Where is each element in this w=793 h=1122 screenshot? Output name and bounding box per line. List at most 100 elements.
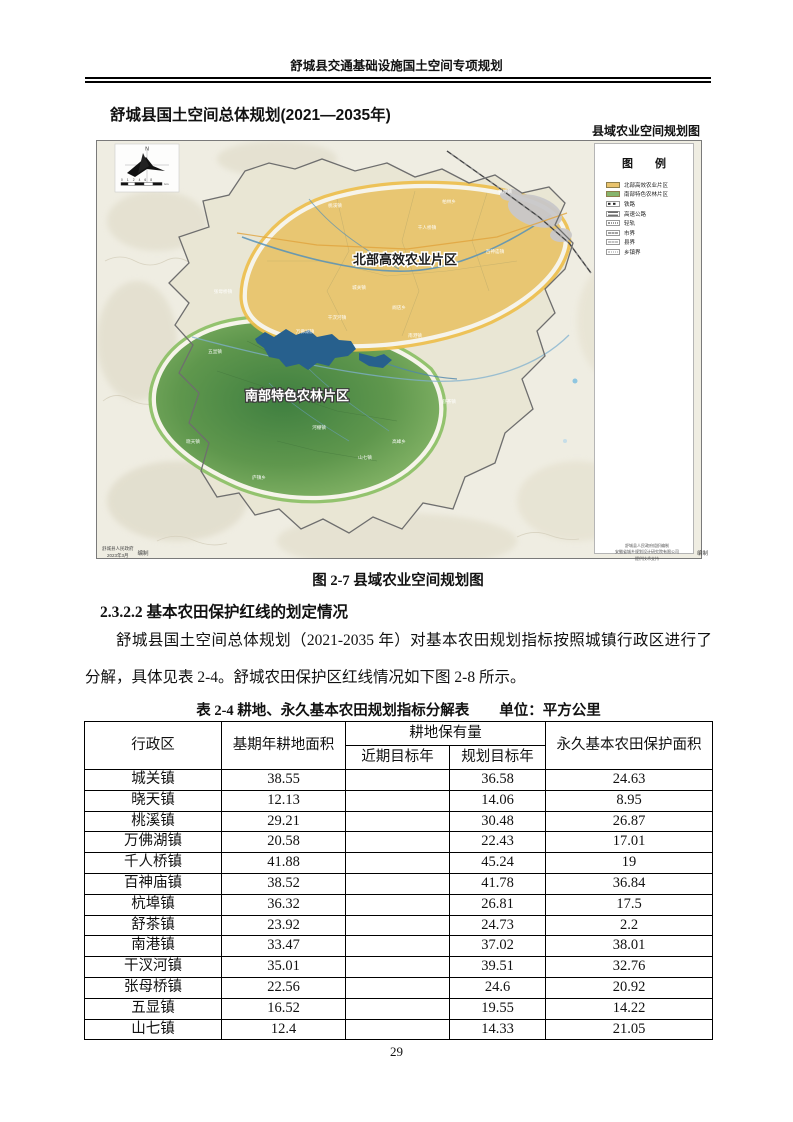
table-row: 万佛湖镇 20.58 22.43 17.01: [84, 831, 713, 854]
svg-text:0 1 2 4 6 8: 0 1 2 4 6 8: [121, 178, 154, 182]
table-unit: 单位：平方公里: [499, 703, 601, 719]
table-row: 山七镇 12.4 14.33 21.05: [84, 1018, 713, 1041]
south-zone: [148, 315, 447, 504]
legend-label: 乡镇界: [624, 249, 641, 256]
legend-title: 图 例: [622, 158, 666, 170]
town-label: 南港镇: [408, 332, 422, 339]
header-rule: [85, 77, 711, 83]
legend-item: 轻轨: [606, 218, 693, 228]
legend-label: 县界: [624, 240, 636, 247]
credit-right-line3: 提供技术支持: [634, 555, 659, 561]
town-label: 千人桥镇: [418, 224, 437, 231]
region-label-north: 北部高效农业片区: [353, 252, 457, 267]
table-row: 舒茶镇 23.92 24.73 2.2: [84, 914, 713, 937]
map-corner-title: 县域农业空间规划图: [591, 124, 700, 138]
map-credit-left: 舒城县人民政府 2023年3月 编制: [102, 546, 149, 560]
table-row: 千人桥镇 41.88 45.24 19: [84, 852, 713, 874]
agriculture-planning-map: 桃溪镇千人桥镇 杭埠镇柏林乡百神庙镇阙店乡 城关镇干汊河镇万佛湖镇南港镇舒茶镇 五显镇…: [96, 140, 702, 559]
town-label: 百神庙镇: [486, 248, 505, 255]
col-header-admin: 行政区: [84, 721, 222, 770]
legend-label: 高速公路: [624, 211, 647, 218]
town-label: 干汊河镇: [328, 314, 347, 321]
col-header-plan-year: 规划目标年: [449, 745, 546, 770]
town-label: 庐镇乡: [252, 474, 266, 481]
map-legend: 图 例 北部高效农业片区 南部特色农林片区 铁路高速公路轻轨市界县界乡镇界: [594, 143, 694, 554]
scale-bar: 0 1 2 4 6 8 km: [120, 178, 170, 186]
town-label: 河棚镇: [312, 424, 326, 431]
section-heading: 2.3.2.2 基本农田保护红线的划定情况: [100, 604, 349, 621]
legend-item: 北部高效农业片区: [606, 180, 693, 190]
legend-label: 市界: [624, 230, 636, 237]
town-label: 张母桥镇: [214, 288, 233, 295]
table-title: 表 2-4 耕地、永久基本农田规划指标分解表 单位：平方公里: [85, 699, 712, 720]
credit-left-suffix: 编制: [137, 550, 149, 557]
legend-item: 乡镇界: [606, 247, 693, 257]
table-row: 五显镇 16.52 19.55 14.22: [84, 997, 713, 1020]
legend-item: 县界: [606, 238, 693, 248]
lightrail-swatch: [606, 220, 620, 227]
town-label: 高峰乡: [392, 438, 406, 445]
town-label: 阙店乡: [392, 304, 406, 311]
town-label: 山七镇: [358, 454, 372, 461]
figure-caption: 图 2-7 县域农业空间规划图: [312, 573, 484, 589]
legend-item: 高速公路: [606, 209, 693, 219]
legend-label: 北部高效农业片区: [624, 182, 669, 189]
lake: [255, 329, 392, 370]
north-zone-swatch: [606, 181, 620, 188]
credit-left-line2: 2023年3月: [106, 552, 129, 558]
town-label: 柏林乡: [442, 198, 456, 205]
region-label-south: 南部特色农林片区: [245, 388, 349, 403]
running-header: 舒城县交通基础设施国土空间专项规划: [290, 59, 503, 73]
table-row: 城关镇 38.55 36.58 24.63: [84, 769, 713, 791]
town-label: 杭埠镇: [498, 188, 512, 195]
town-label: 万佛湖镇: [296, 328, 315, 335]
legend-item: 南部特色农林片区: [606, 190, 693, 200]
table-body: 城关镇 38.55 36.58 24.63 晓天镇 12.13 14.06 8.95 桃溪镇 29…: [84, 769, 713, 1041]
town-label: 桃溪镇: [328, 202, 342, 209]
legend-item: 市界: [606, 228, 693, 238]
credit-right-line1: 舒城县人民政府组织编制: [624, 543, 669, 548]
map-title: 舒城县国土空间总体规划(2021—2035年): [110, 107, 391, 124]
town-label: 城关镇: [352, 284, 366, 291]
table-header: 行政区 基期年耕地面积 耕地保有量 永久基本农田保护面积 近期目标年 规划目标年: [84, 721, 713, 770]
small-lake: [572, 378, 578, 384]
railway-swatch: [606, 200, 620, 207]
highway-swatch: [606, 210, 620, 217]
legend-label: 轻轨: [624, 221, 636, 228]
col-header-base-year: 基期年耕地面积: [221, 721, 346, 770]
credit-right-suffix: 编制: [696, 550, 708, 557]
small-lake: [563, 439, 567, 443]
table-row: 南港镇 33.47 37.02 38.01: [84, 935, 713, 958]
city-swatch: [606, 229, 620, 236]
county-swatch: [606, 239, 620, 246]
town-label: 五显镇: [208, 348, 222, 355]
south-zone-swatch: [606, 191, 620, 198]
table-row: 杭埠镇 36.32 26.81 17.5: [84, 893, 713, 916]
town-label: 晓天镇: [186, 438, 200, 445]
table-title-text: 表 2-4 耕地、永久基本农田规划指标分解表: [196, 703, 470, 719]
col-header-retain-group: 耕地保有量: [345, 721, 546, 746]
credit-left-line1: 舒城县人民政府: [102, 546, 134, 551]
body-paragraph: 舒城县国土空间总体规划（2021-2035 年）对基本农田规划指标按照城镇行政区…: [85, 632, 712, 686]
table-row: 张母桥镇 22.56 24.6 20.92: [84, 976, 713, 999]
legend-items: 北部高效农业片区 南部特色农林片区 铁路高速公路轻轨市界县界乡镇界: [606, 180, 693, 257]
township-swatch: [606, 248, 620, 255]
table-row: 桃溪镇 29.21 30.48 26.87: [84, 810, 713, 833]
town-label: 舒茶镇: [442, 398, 456, 405]
map-credit-right: 舒城县人民政府组织编制 安徽省城乡规划设计研究院有限公司 提供技术支持 编制: [600, 543, 708, 562]
north-arrow-label: N: [145, 147, 149, 153]
table-row: 百神庙镇 38.52 41.78 36.84: [84, 872, 713, 895]
page-number: 29: [390, 1044, 403, 1059]
farmland-indicator-table: 行政区 基期年耕地面积 耕地保有量 永久基本农田保护面积 近期目标年 规划目标年…: [84, 721, 713, 1041]
table-row: 晓天镇 12.13 14.06 8.95: [84, 789, 713, 812]
legend-item: 铁路: [606, 199, 693, 209]
legend-label: 南部特色农林片区: [624, 192, 669, 199]
col-header-near-term: 近期目标年: [345, 745, 450, 770]
county-boundary: [168, 158, 574, 534]
svg-text:km: km: [165, 182, 170, 186]
col-header-permanent: 永久基本农田保护面积: [545, 721, 713, 770]
table-row: 干汊河镇 35.01 39.51 32.76: [84, 956, 713, 978]
credit-right-line2: 安徽省城乡规划设计研究院有限公司: [614, 549, 679, 555]
